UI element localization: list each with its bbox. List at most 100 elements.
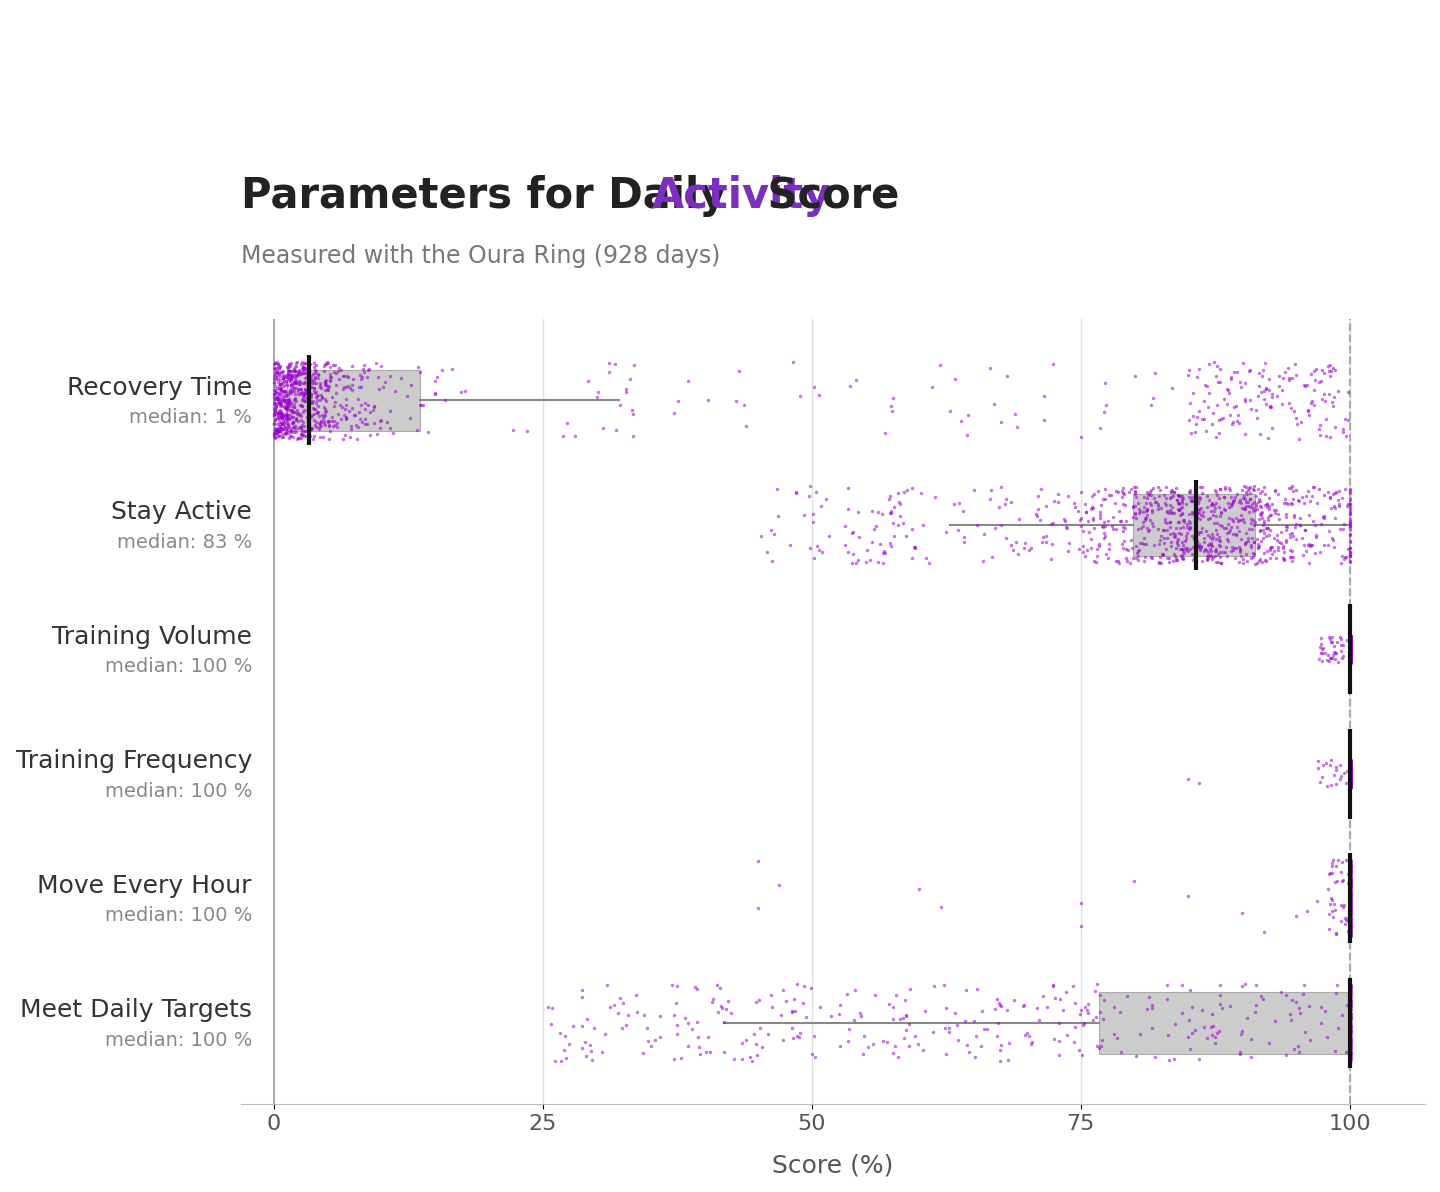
Text: Activity: Activity [652, 175, 831, 217]
Point [1126, 550, 1149, 569]
Point [1338, 758, 1361, 777]
Point [1338, 648, 1361, 668]
Text: Parameters for Daily: Parameters for Daily [242, 175, 742, 217]
Point [1338, 629, 1361, 648]
Point [1276, 517, 1299, 536]
Point [1338, 768, 1361, 787]
Point [1207, 545, 1230, 564]
Point [1338, 645, 1361, 664]
Point [1305, 526, 1328, 545]
Point [1338, 752, 1361, 771]
Point [1338, 1035, 1361, 1054]
Point [1284, 480, 1308, 499]
Point [1338, 648, 1361, 668]
Point [1338, 1007, 1361, 1026]
Point [1238, 483, 1261, 502]
Point [1276, 358, 1299, 377]
Point [1204, 507, 1227, 526]
Point [1338, 863, 1361, 882]
Point [1338, 871, 1361, 890]
Point [1338, 865, 1361, 884]
Point [1273, 489, 1296, 508]
Point [1032, 410, 1056, 429]
Point [1338, 760, 1361, 780]
Point [1151, 520, 1174, 539]
Point [1338, 863, 1361, 882]
Point [1338, 776, 1361, 795]
Point [1338, 884, 1361, 904]
Point [1338, 1005, 1361, 1024]
Point [323, 355, 346, 374]
Point [1338, 1005, 1361, 1024]
Point [1338, 764, 1361, 783]
Point [1338, 890, 1361, 909]
Point [311, 389, 334, 408]
Point [1338, 882, 1361, 901]
Point [1320, 648, 1344, 668]
Point [1240, 520, 1263, 539]
Point [1297, 553, 1320, 572]
Point [1336, 631, 1359, 650]
Point [1338, 921, 1361, 940]
Point [1338, 979, 1361, 998]
Point [1338, 631, 1361, 650]
Point [1117, 483, 1140, 502]
Point [305, 386, 328, 405]
Point [1338, 851, 1361, 870]
Point [1277, 368, 1300, 387]
Point [1338, 876, 1361, 895]
Point [324, 392, 347, 411]
Point [1338, 637, 1361, 656]
Point [1338, 758, 1361, 777]
Point [1338, 764, 1361, 783]
Point [304, 387, 327, 406]
Point [314, 372, 337, 391]
Point [1338, 639, 1361, 658]
Point [1338, 869, 1361, 888]
Point [1338, 896, 1361, 915]
Point [1338, 770, 1361, 789]
Point [265, 402, 288, 421]
Point [1338, 890, 1361, 909]
Point [1338, 926, 1361, 945]
Point [1338, 629, 1361, 648]
Point [1338, 868, 1361, 887]
Point [279, 361, 302, 380]
Point [1210, 999, 1233, 1018]
Point [1338, 1010, 1361, 1029]
Point [274, 398, 297, 417]
Point [1338, 985, 1361, 1004]
Point [1338, 1049, 1361, 1068]
Point [1338, 855, 1361, 874]
Point [1338, 631, 1361, 650]
Point [1113, 496, 1136, 515]
Point [1338, 633, 1361, 652]
Point [1338, 870, 1361, 889]
Point [1338, 640, 1361, 659]
Point [1338, 627, 1361, 646]
Point [1338, 852, 1361, 871]
Point [1338, 645, 1361, 664]
Point [929, 355, 952, 374]
Point [1338, 639, 1361, 658]
Point [1338, 520, 1361, 539]
Point [1338, 1045, 1361, 1064]
Point [1338, 631, 1361, 650]
Point [1338, 635, 1361, 654]
Point [1338, 1047, 1361, 1066]
Point [1338, 994, 1361, 1013]
Point [1338, 875, 1361, 894]
Point [1338, 892, 1361, 911]
Point [935, 1045, 958, 1064]
Point [1338, 763, 1361, 782]
Point [1338, 763, 1361, 782]
Point [1338, 1020, 1361, 1039]
Point [1338, 757, 1361, 776]
Point [1303, 371, 1326, 390]
Point [1338, 1006, 1361, 1025]
Point [1338, 759, 1361, 778]
Point [287, 418, 310, 437]
Point [1284, 365, 1308, 384]
Point [1338, 766, 1361, 786]
Point [1325, 857, 1348, 876]
